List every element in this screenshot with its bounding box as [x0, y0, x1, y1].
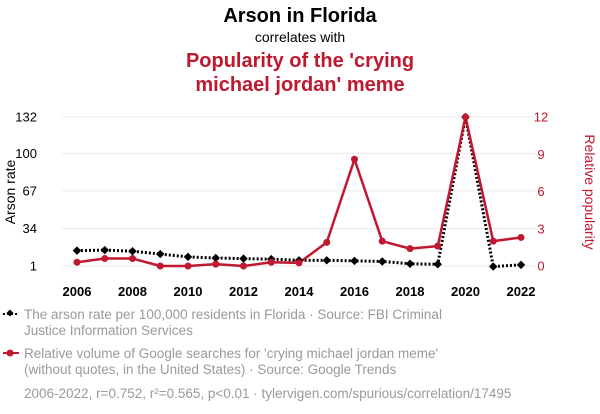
series-1-point-2007: [101, 255, 109, 263]
x-tick-2008: 2008: [118, 284, 147, 299]
series-0-point-2019: [433, 260, 442, 269]
series-0-point-2008: [128, 246, 137, 256]
legend-text-popularity-line1: Relative volume of Google searches for '…: [24, 346, 438, 361]
y-left-tick-1: 1: [30, 259, 37, 274]
series-0-point-2021: [489, 262, 498, 271]
legend-swatch-popularity-marker: [6, 349, 14, 357]
series-1-point-2016: [351, 155, 358, 163]
series-1-point-2015: [323, 238, 331, 246]
y-left-tick-100: 100: [15, 146, 37, 161]
footer-stats: 2006-2022, r=0.752, r²=0.565, p<0.01 · t…: [24, 386, 511, 401]
chart-subtitle: correlates with: [255, 29, 345, 45]
series-1-point-2022: [517, 233, 525, 241]
chart-title: Arson in Florida: [223, 5, 377, 27]
x-tick-2018: 2018: [396, 284, 425, 299]
y-right-tick-12: 12: [534, 110, 548, 125]
series-0-point-2018: [405, 259, 415, 268]
series-0-point-2022: [516, 260, 526, 270]
legend-text-arson-line2: Justice Information Services: [24, 323, 193, 338]
series-0-point-2012: [239, 254, 248, 263]
series-0-point-2009: [156, 249, 165, 259]
series-line-0: [76, 115, 522, 269]
series-1-point-2011: [212, 260, 220, 268]
x-tick-2016: 2016: [340, 284, 369, 299]
legend-text-arson-line1: The arson rate per 100,000 residents in …: [24, 307, 442, 322]
series-0-point-2017: [378, 257, 387, 266]
legend-item-arson: The arson rate per 100,000 residents in …: [3, 307, 442, 338]
y-left-axis-label: Arson rate: [2, 159, 18, 224]
series-1-point-2014: [295, 259, 303, 267]
series-0-point-2007: [100, 245, 109, 255]
y-right-tick-6: 6: [537, 184, 544, 199]
gridlines: [62, 116, 536, 267]
y-left-tick-67: 67: [23, 183, 37, 198]
series-1-point-2010: [184, 262, 192, 270]
series-0-point-2016: [350, 256, 359, 266]
x-tick-2022: 2022: [507, 284, 536, 299]
legend-text-popularity-line2: (without quotes, in the United States) ·…: [24, 362, 396, 377]
series-1-point-2020: [462, 113, 469, 121]
tick-labels: 1 34 67 100 132 0 3 6 9 12 2006 2008 2010 2012 2014 201…: [15, 110, 548, 300]
series-line-1: [76, 115, 522, 268]
x-tick-2014: 2014: [285, 284, 315, 299]
legend-swatch-arson-marker: [6, 309, 14, 317]
series-1-point-2013: [267, 258, 275, 266]
chart-title2-line2: michael jordan' meme: [195, 74, 404, 96]
series-1-point-2006: [73, 258, 81, 266]
y-right-axis-label: Relative popularity: [582, 134, 598, 249]
x-tick-2006: 2006: [63, 284, 92, 299]
series-1-point-2021: [489, 237, 497, 245]
y-left-tick-132: 132: [15, 110, 37, 125]
plot-area: [72, 112, 526, 271]
series-1-point-2017: [378, 237, 386, 245]
series-0-point-2010: [183, 252, 193, 262]
chart-title2-line1: Popularity of the 'crying: [186, 50, 414, 72]
y-right-tick-0: 0: [537, 259, 544, 274]
legend-item-popularity: Relative volume of Google searches for '…: [3, 346, 438, 377]
series-0-point-2015: [322, 256, 331, 265]
series-1-point-2008: [129, 255, 136, 263]
x-tick-2020: 2020: [451, 284, 480, 299]
series-1-point-2009: [156, 262, 164, 270]
legend: The arson rate per 100,000 residents in …: [3, 307, 442, 377]
series-1-point-2012: [240, 262, 247, 270]
y-right-tick-3: 3: [537, 221, 544, 236]
x-tick-2012: 2012: [229, 284, 258, 299]
series-1-point-2019: [434, 242, 442, 250]
series-1-point-2018: [406, 245, 414, 253]
x-tick-2010: 2010: [174, 284, 203, 299]
y-right-tick-9: 9: [537, 147, 544, 162]
series-0-point-2006: [72, 246, 82, 255]
y-left-tick-34: 34: [23, 221, 37, 236]
